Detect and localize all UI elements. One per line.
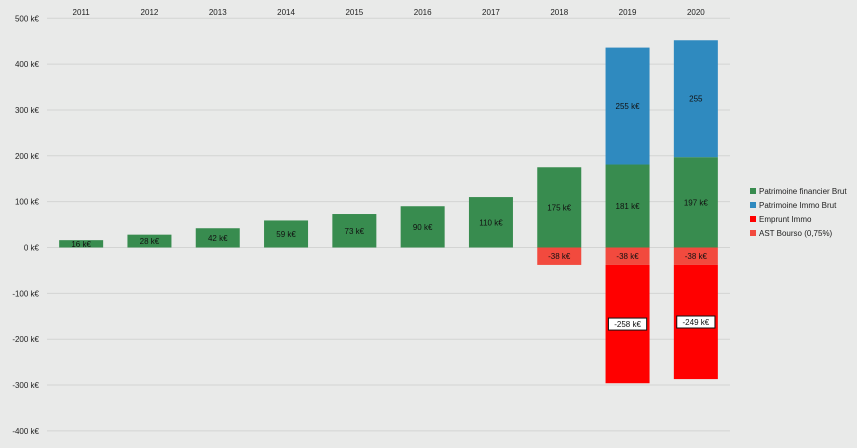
y-tick-label: -400 k€	[12, 427, 39, 436]
data-labels: 16 k€ 28 k€ 42 k€ 59 k€ 73 k€ 90 k€ 110 k€ 175 …	[71, 95, 716, 331]
bar-patrimoine-financier-brut-2019	[605, 164, 650, 248]
data-label-box	[676, 315, 716, 329]
data-label: -38 k€	[616, 252, 639, 261]
bar-patrimoine-immo-brut-2019	[605, 47, 650, 165]
bars	[59, 40, 718, 384]
bar-patrimoine-financier-brut-2011	[59, 240, 104, 248]
x-tick-label: 2018	[550, 8, 568, 17]
data-label: 255	[689, 95, 703, 104]
data-label-box	[607, 317, 648, 331]
y-tick-label: -100 k€	[12, 289, 39, 298]
legend: Patrimoine financier Brut Patrimoine Immo…	[750, 187, 847, 238]
data-label: 73 k€	[345, 227, 365, 236]
bar-patrimoine-immo-brut-2020	[673, 40, 718, 158]
bar-patrimoine-financier-brut-2015	[332, 214, 377, 248]
y-tick-label: 100 k€	[15, 198, 40, 207]
data-label: -258 k€	[614, 320, 641, 329]
y-tick-label: 400 k€	[15, 60, 40, 69]
y-tick-label: -200 k€	[12, 335, 39, 344]
y-tick-label: 500 k€	[15, 14, 40, 23]
legend-label: Patrimoine Immo Brut	[759, 201, 837, 210]
data-label: 110 k€	[479, 218, 503, 227]
data-label: 16 k€	[71, 240, 91, 249]
y-axis: 500 k€ 400 k€ 300 k€ 200 k€ 100 k€ 0 k€ -100 k…	[12, 14, 39, 436]
legend-label: AST Bourso (0,75%)	[759, 229, 833, 238]
x-tick-label: 2017	[482, 8, 500, 17]
x-tick-label: 2020	[687, 8, 705, 17]
legend-swatch	[750, 216, 756, 222]
bar-patrimoine-financier-brut-2013	[195, 228, 240, 248]
legend-swatch	[750, 230, 756, 236]
data-label: 90 k€	[413, 223, 433, 232]
data-label: 42 k€	[208, 234, 228, 243]
x-tick-label: 2011	[73, 8, 91, 17]
legend-label: Emprunt Immo	[759, 215, 812, 224]
legend-label: Patrimoine financier Brut	[759, 187, 847, 196]
bar-patrimoine-financier-brut-2016	[400, 206, 445, 248]
x-tick-label: 2014	[277, 8, 295, 17]
x-tick-label: 2013	[209, 8, 227, 17]
bar-patrimoine-financier-brut-2020	[673, 157, 718, 248]
x-axis: 2011 2012 2013 2014 2015 2016 2017 2018 2019 2020	[73, 8, 706, 17]
x-tick-label: 2015	[345, 8, 363, 17]
data-label: 255 k€	[616, 102, 641, 111]
x-tick-label: 2012	[141, 8, 159, 17]
bar-ast-bourso-0-75--2019	[605, 247, 650, 265]
y-tick-label: -300 k€	[12, 381, 39, 390]
data-label: 181 k€	[616, 202, 641, 211]
x-tick-label: 2016	[414, 8, 432, 17]
data-label: 197 k€	[684, 198, 709, 207]
bar-patrimoine-financier-brut-2017	[468, 197, 513, 248]
y-tick-label: 300 k€	[15, 106, 40, 115]
legend-swatch	[750, 202, 756, 208]
bar-patrimoine-financier-brut-2018	[537, 167, 582, 248]
bar-patrimoine-financier-brut-2014	[264, 220, 309, 248]
data-label: 59 k€	[276, 230, 296, 239]
bar-patrimoine-financier-brut-2012	[127, 234, 172, 248]
bar-ast-bourso-0-75--2020	[673, 247, 718, 265]
data-label: -38 k€	[685, 252, 708, 261]
y-tick-label: 200 k€	[15, 152, 40, 161]
bar-ast-bourso-0-75--2018	[537, 247, 582, 265]
data-label: -38 k€	[548, 252, 571, 261]
x-tick-label: 2019	[619, 8, 637, 17]
data-label: -249 k€	[683, 318, 710, 327]
y-tick-label: 0 k€	[24, 244, 40, 253]
data-label: 175 k€	[547, 203, 572, 212]
data-label: 28 k€	[140, 237, 160, 246]
legend-swatch	[750, 188, 756, 194]
